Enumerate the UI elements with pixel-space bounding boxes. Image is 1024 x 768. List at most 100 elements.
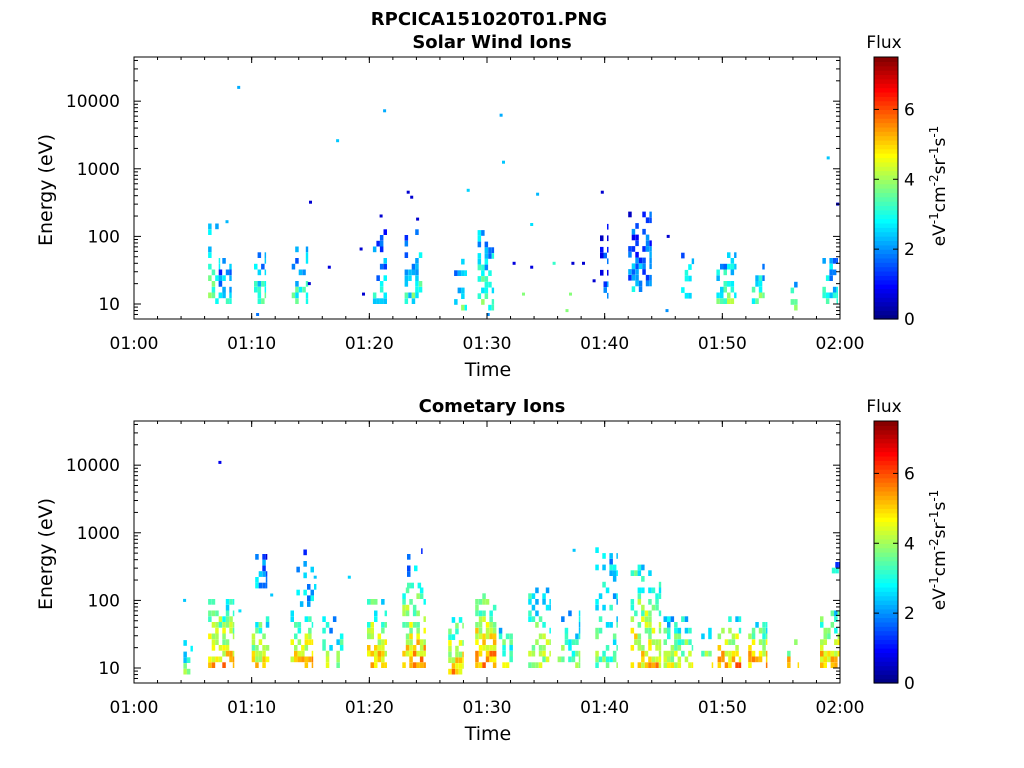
colorbar-tick-label: 0	[904, 674, 915, 694]
heatmap-cell	[691, 258, 695, 265]
heatmap-cell	[451, 617, 456, 623]
colorbar-step	[874, 547, 898, 553]
colorbar-step	[874, 70, 898, 76]
heatmap-cell	[264, 286, 267, 293]
heatmap-cell	[218, 281, 223, 287]
heatmap-cell	[376, 275, 380, 281]
heatmap-cell	[329, 645, 333, 651]
heatmap-cell	[232, 610, 235, 617]
heatmap-cell	[462, 622, 464, 629]
heatmap-cell	[728, 616, 732, 622]
heatmap-cell	[458, 617, 463, 623]
heatmap-cell	[708, 650, 712, 657]
heatmap-cell	[374, 662, 378, 668]
heatmap-cell	[225, 645, 230, 651]
heatmap-cell	[634, 633, 638, 640]
heatmap-cell	[421, 548, 423, 554]
heatmap-cell	[607, 281, 609, 288]
heatmap-cell	[738, 627, 742, 634]
heatmap-cell	[684, 656, 689, 663]
heatmap-cell	[502, 639, 506, 645]
heatmap-cell	[642, 257, 646, 264]
heatmap-cell	[484, 253, 489, 259]
heatmap-cell	[827, 627, 831, 634]
colorbar-step	[874, 482, 898, 488]
heatmap-cell	[645, 280, 650, 287]
heatmap-cell	[415, 275, 419, 281]
heatmap-cell	[684, 616, 689, 622]
heatmap-cell	[655, 593, 659, 599]
panel-title: Solar Wind Ions	[412, 32, 571, 53]
heatmap-cell	[232, 622, 235, 628]
heatmap-cell	[674, 639, 678, 645]
heatmap-cell	[644, 650, 649, 657]
colorbar-step	[874, 96, 898, 102]
heatmap-cell	[229, 286, 232, 293]
heatmap-point	[362, 292, 365, 296]
heatmap-cell	[448, 651, 452, 658]
heatmap-cell	[635, 223, 639, 229]
colorbar-step	[874, 57, 898, 62]
heatmap-cell	[612, 650, 617, 657]
heatmap-cell	[478, 662, 483, 668]
colorbar-step	[874, 157, 898, 163]
y-tick-label: 100	[88, 227, 120, 247]
heatmap-cell	[462, 651, 464, 658]
heatmap-cell	[255, 662, 259, 668]
heatmap-cell	[415, 258, 419, 264]
heatmap-cell	[721, 650, 725, 657]
colorbar-step	[874, 196, 898, 202]
heatmap-cell	[762, 263, 765, 270]
heatmap-cell	[262, 565, 266, 572]
colorbar-step	[874, 148, 898, 154]
heatmap-cell	[475, 662, 479, 668]
heatmap-cell	[595, 650, 599, 657]
heatmap-cell	[484, 258, 489, 265]
heatmap-cell	[605, 587, 610, 594]
heatmap-cell	[641, 662, 645, 668]
heatmap-cell	[595, 547, 599, 553]
heatmap-cell	[837, 650, 840, 657]
heatmap-cell	[748, 650, 752, 657]
heatmap-cell	[262, 571, 266, 577]
heatmap-cell	[684, 292, 689, 299]
heatmap-cell	[384, 662, 387, 668]
heatmap-cell	[303, 589, 307, 596]
colorbar-step	[874, 126, 898, 132]
heatmap-cell	[295, 246, 299, 253]
heatmap-cell	[458, 640, 463, 646]
panel-title: Cometary Ions	[419, 396, 566, 417]
heatmap-cell	[598, 627, 603, 634]
heatmap-cell	[464, 270, 467, 276]
heatmap-cell	[667, 650, 671, 657]
heatmap-cell	[603, 252, 607, 259]
heatmap-cell	[488, 247, 492, 253]
colorbar-frame	[873, 420, 899, 684]
heatmap-cell	[215, 639, 219, 645]
heatmap-cell	[489, 627, 493, 634]
colorbar-step	[874, 61, 898, 67]
heatmap-cell	[635, 240, 639, 247]
heatmap-cell	[734, 292, 737, 299]
heatmap-cell	[595, 633, 599, 640]
x-tick-label: 01:30	[463, 698, 512, 718]
heatmap-cell	[258, 650, 263, 657]
heatmap-cell	[667, 633, 671, 640]
heatmap-cell	[402, 599, 406, 605]
heatmap-cell	[651, 587, 656, 594]
heatmap-cell	[616, 645, 618, 651]
heatmap-cell	[419, 593, 424, 599]
heatmap-cell	[419, 650, 424, 657]
heatmap-cell	[225, 622, 230, 628]
heatmap-cell	[688, 292, 692, 299]
heatmap-cell	[298, 286, 303, 293]
heatmap-cell	[229, 263, 232, 270]
heatmap-cell	[211, 656, 216, 663]
heatmap-cell	[607, 235, 609, 242]
heatmap-cell	[265, 582, 268, 589]
heatmap-cell	[455, 651, 459, 658]
heatmap-cell	[528, 610, 532, 617]
heatmap-cell	[538, 616, 543, 622]
heatmap-cell	[475, 633, 479, 640]
heatmap-cell	[834, 650, 838, 657]
